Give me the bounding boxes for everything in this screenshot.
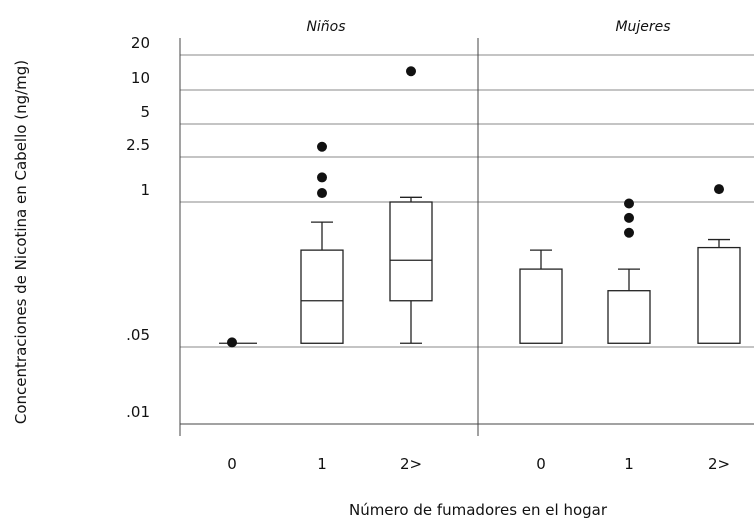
outlier-point — [624, 227, 634, 238]
y-tick-label: 20 — [131, 34, 150, 52]
outlier-point — [624, 212, 634, 223]
x-tick-label: 0 — [227, 455, 237, 473]
panel-title: Niños — [306, 19, 345, 35]
outlier-point — [406, 66, 416, 77]
box-iqr — [607, 290, 651, 344]
y-tick-label: 5 — [140, 103, 150, 121]
box-iqr — [697, 246, 741, 344]
outlier-point — [714, 184, 724, 195]
outlier-point — [624, 198, 634, 209]
x-tick-label: 1 — [317, 455, 327, 473]
boxes — [219, 66, 741, 348]
axes — [179, 38, 754, 436]
outlier-point — [317, 172, 327, 183]
x-tick-label: 2> — [708, 455, 730, 473]
y-tick-label: .05 — [126, 326, 150, 344]
x-tick-label: 2> — [400, 455, 422, 473]
panel-title: Mujeres — [615, 19, 670, 35]
x-tick-label: 0 — [536, 455, 546, 473]
box-iqr — [389, 201, 433, 302]
y-axis-title: Concentraciones de Nicotina en Cabello (… — [12, 60, 30, 424]
box-iqr — [300, 249, 344, 344]
x-axis-title: Número de fumadores en el hogar — [349, 501, 608, 519]
x-tick-label: 1 — [624, 455, 634, 473]
y-tick-label: 1 — [140, 181, 150, 199]
gridlines — [180, 54, 754, 348]
outlier-point — [317, 188, 327, 199]
box-iqr — [519, 268, 563, 344]
y-tick-label: 10 — [131, 69, 150, 87]
labels: .01 .05 1 2.5 5 10 20 Niños 0 1 2> Mujeres 0 1 2> — [126, 19, 730, 473]
y-tick-label: 2.5 — [126, 136, 150, 154]
y-tick-label: .01 — [126, 403, 150, 421]
outlier-point — [317, 141, 327, 152]
outlier-point — [227, 337, 237, 348]
